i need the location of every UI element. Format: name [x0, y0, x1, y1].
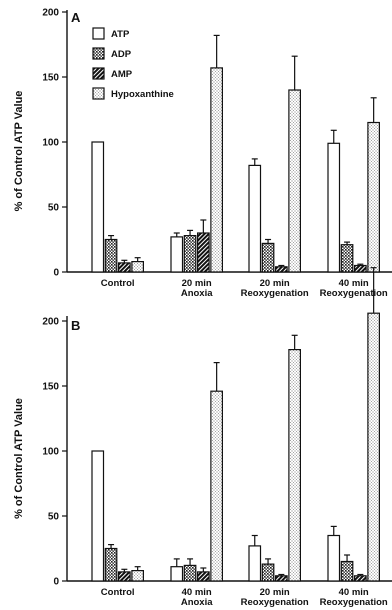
legend-swatch-amp: [92, 67, 105, 80]
bar-adp-control: [104, 238, 118, 273]
legend-label-atp: ATP: [111, 29, 130, 40]
y-tick-label: 200: [42, 317, 59, 328]
bar-amp-control: [117, 571, 131, 582]
bar-atp-20-min-reoxygenation: [248, 164, 262, 273]
bar-amp-control: [117, 262, 131, 273]
category-label: 20 min: [182, 278, 212, 289]
bar-atp-20-min-anoxia: [170, 236, 184, 273]
bar-adp-20-min-reoxygenation: [261, 563, 275, 582]
bar-amp-40-min-anoxia: [197, 571, 210, 582]
legend-label-adp: ADP: [111, 49, 132, 60]
bar-adp-20-min-reoxygenation: [261, 242, 275, 273]
legend-swatch-atp: [92, 27, 105, 40]
bar-amp-20-min-reoxygenation: [275, 266, 288, 273]
y-tick-label: 150: [42, 382, 59, 393]
y-tick-label: 100: [42, 138, 59, 149]
bar-atp-40-min-anoxia: [170, 566, 184, 582]
bar-adp-40-min-reoxygenation: [340, 560, 354, 582]
category-label: Anoxia: [181, 597, 213, 608]
y-axis-label: % of Control ATP Value: [13, 91, 25, 212]
bar-hypoxanthine-40-min-reoxygenation: [367, 312, 380, 582]
category-label: 20 min: [260, 278, 290, 289]
panel-letter: A: [71, 10, 81, 25]
bar-hypoxanthine-40-min-reoxygenation: [367, 121, 380, 273]
bar-hypoxanthine-control: [131, 569, 144, 582]
category-label: Reoxygenation: [320, 288, 388, 299]
bar-hypoxanthine-20-min-reoxygenation: [288, 349, 301, 582]
panel-a: A 0 50 100 150 200 % of Control ATP Value Contr…: [13, 8, 392, 299]
y-tick-label: 200: [42, 8, 59, 19]
y-axis-label: % of Control ATP Value: [13, 398, 25, 519]
y-tick-label: 50: [48, 512, 60, 523]
bar-adp-40-min-reoxygenation: [340, 244, 354, 273]
bar-atp-control: [91, 141, 105, 273]
legend-label-hypoxanthine: Hypoxanthine: [111, 89, 174, 100]
category-label: 20 min: [260, 587, 290, 598]
legend: ATP ADP AMP Hypoxanthine: [92, 27, 174, 100]
category-label: 40 min: [339, 587, 369, 598]
bar-amp-20-min-reoxygenation: [275, 575, 288, 582]
y-tick-label: 150: [42, 73, 59, 84]
category-label: Reoxygenation: [241, 288, 309, 299]
bar-hypoxanthine-40-min-anoxia: [210, 390, 223, 582]
bar-atp-40-min-reoxygenation: [327, 142, 341, 273]
category-label: 40 min: [182, 587, 212, 598]
bar-atp-20-min-reoxygenation: [248, 545, 262, 582]
bar-adp-control: [104, 547, 118, 582]
category-label: 40 min: [339, 278, 369, 289]
legend-label-amp: AMP: [111, 69, 133, 80]
bar-amp-40-min-reoxygenation: [354, 264, 367, 273]
bar-amp-20-min-anoxia: [197, 232, 210, 273]
bar-adp-20-min-anoxia: [183, 235, 197, 273]
category-label: Anoxia: [181, 288, 213, 299]
bar-adp-40-min-anoxia: [183, 564, 197, 582]
category-label: Control: [101, 587, 135, 598]
y-tick-label: 0: [53, 268, 59, 279]
category-label: Reoxygenation: [241, 597, 309, 608]
panel-b: B 0 50 100 150 200 % of Control ATP Value Contr…: [13, 267, 392, 608]
category-label: Control: [101, 278, 135, 289]
y-tick-label: 0: [53, 577, 59, 588]
bar-atp-40-min-reoxygenation: [327, 534, 341, 582]
bar-hypoxanthine-20-min-anoxia: [210, 67, 223, 273]
category-label: Reoxygenation: [320, 597, 388, 608]
y-tick-label: 50: [48, 203, 60, 214]
bar-atp-control: [91, 450, 105, 582]
bar-hypoxanthine-20-min-reoxygenation: [288, 89, 301, 273]
y-tick-label: 100: [42, 447, 59, 458]
panel-letter: B: [71, 318, 80, 333]
legend-swatch-hypoxanthine: [92, 87, 105, 100]
bar-hypoxanthine-control: [131, 261, 144, 273]
legend-swatch-adp: [92, 47, 105, 60]
bar-amp-40-min-reoxygenation: [354, 575, 367, 582]
